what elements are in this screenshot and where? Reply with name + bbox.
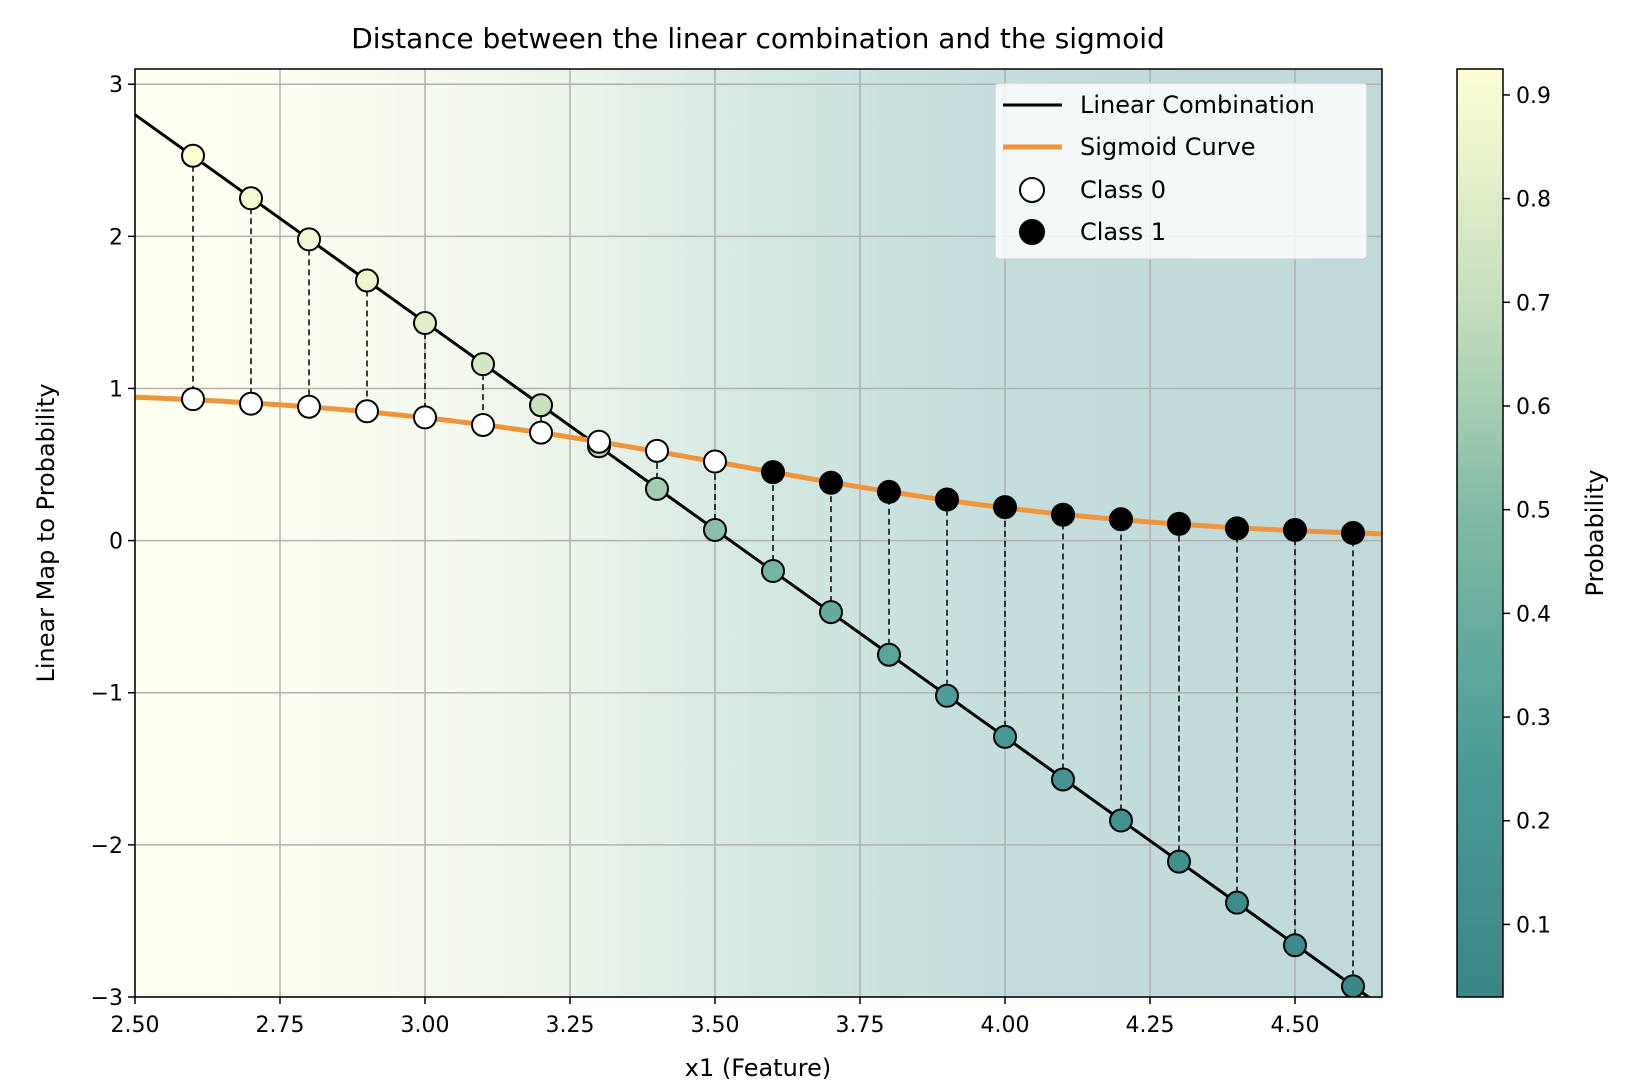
x-tick-label: 2.50 bbox=[111, 1013, 160, 1038]
colorbar-tick-label: 0.5 bbox=[1516, 499, 1551, 524]
linear-point bbox=[761, 559, 785, 584]
x-tick-label: 4.50 bbox=[1271, 1013, 1320, 1038]
class0-point bbox=[645, 438, 669, 463]
class0-point bbox=[355, 399, 379, 424]
legend-label-linear: Linear Combination bbox=[1080, 91, 1315, 119]
legend-label-class0: Class 0 bbox=[1080, 176, 1166, 204]
class1-point bbox=[993, 495, 1017, 520]
x-tick-label: 3.75 bbox=[836, 1013, 885, 1038]
x-tick-label: 4.25 bbox=[1126, 1013, 1175, 1038]
x-tick-label: 2.75 bbox=[256, 1013, 305, 1038]
class1-point bbox=[761, 460, 785, 485]
y-axis-label: Linear Map to Probability bbox=[32, 383, 60, 682]
class0-point bbox=[703, 449, 727, 474]
colorbar-tick-label: 0.1 bbox=[1516, 913, 1551, 938]
colorbar-tick-label: 0.7 bbox=[1516, 291, 1551, 316]
colorbar-tick-label: 0.3 bbox=[1516, 706, 1551, 731]
linear-point bbox=[1167, 849, 1191, 874]
plot-frame bbox=[134, 68, 1383, 998]
linear-point bbox=[355, 268, 379, 293]
y-tick-label: −1 bbox=[91, 682, 123, 707]
class1-point bbox=[935, 487, 959, 512]
y-axis: 3 2 1 0 −1 −2 −3 bbox=[91, 73, 135, 1011]
colorbar-tick-label: 0.8 bbox=[1516, 188, 1551, 213]
legend-box bbox=[994, 82, 1368, 260]
linear-point bbox=[1051, 767, 1075, 792]
class1-point bbox=[1051, 502, 1075, 527]
legend-class0-marker bbox=[1019, 177, 1045, 203]
class0-point bbox=[181, 387, 205, 412]
y-tick-label: 3 bbox=[109, 73, 123, 98]
x-tick-label: 3.00 bbox=[401, 1013, 450, 1038]
linear-point bbox=[1109, 808, 1133, 833]
colorbar-tick-label: 0.9 bbox=[1516, 84, 1551, 109]
x-axis-label: x1 (Feature) bbox=[685, 1054, 832, 1082]
class1-point bbox=[1341, 521, 1365, 545]
class1-point bbox=[1225, 516, 1249, 541]
class0-point bbox=[239, 391, 263, 416]
linear-point bbox=[239, 186, 263, 211]
colorbar-tick-label: 0.4 bbox=[1516, 602, 1551, 627]
linear-point bbox=[819, 600, 843, 625]
colorbar: 0.1 0.2 0.3 0.4 0.5 0.6 0.7 0.8 0.9 Probability bbox=[1456, 68, 1609, 998]
y-tick-label: 1 bbox=[109, 377, 123, 402]
linear-point bbox=[993, 724, 1017, 749]
class1-point bbox=[1167, 511, 1191, 536]
linear-point bbox=[181, 143, 205, 168]
y-tick-label: −3 bbox=[91, 986, 123, 1011]
linear-point bbox=[471, 352, 495, 377]
linear-point bbox=[297, 227, 321, 252]
class0-point bbox=[587, 429, 611, 454]
x-tick-label: 3.50 bbox=[691, 1013, 740, 1038]
y-tick-label: 2 bbox=[109, 225, 123, 250]
linear-point bbox=[1225, 890, 1249, 915]
linear-point bbox=[935, 683, 959, 708]
class1-point bbox=[819, 470, 843, 495]
legend-label-sigmoid: Sigmoid Curve bbox=[1080, 133, 1256, 161]
colorbar-label: Probability bbox=[1581, 470, 1609, 597]
class1-point bbox=[1283, 517, 1307, 542]
class0-point bbox=[297, 394, 321, 419]
class0-point bbox=[413, 405, 437, 430]
colorbar-gradient bbox=[1456, 68, 1504, 998]
linear-point bbox=[413, 311, 437, 336]
legend-class1-marker bbox=[1019, 219, 1045, 245]
colorbar-ticks: 0.1 0.2 0.3 0.4 0.5 0.6 0.7 0.8 0.9 bbox=[1503, 84, 1551, 938]
linear-point bbox=[877, 642, 901, 667]
linear-point bbox=[1283, 933, 1307, 958]
legend-label-class1: Class 1 bbox=[1080, 218, 1166, 246]
legend: Linear Combination Sigmoid Curve Class 0… bbox=[994, 82, 1368, 260]
x-tick-label: 4.00 bbox=[981, 1013, 1030, 1038]
class0-point bbox=[529, 420, 553, 445]
linear-point bbox=[645, 476, 669, 501]
linear-point bbox=[1341, 974, 1365, 997]
plot-layer bbox=[135, 113, 1382, 997]
linear-point bbox=[703, 517, 727, 542]
class0-point bbox=[471, 412, 495, 437]
class1-point bbox=[1109, 507, 1133, 532]
y-tick-label: −2 bbox=[91, 834, 123, 859]
y-tick-label: 0 bbox=[109, 530, 123, 555]
x-tick-label: 3.25 bbox=[546, 1013, 595, 1038]
colorbar-tick-label: 0.6 bbox=[1516, 395, 1551, 420]
x-axis: 2.50 2.75 3.00 3.25 3.50 3.75 4.00 4.25 4.50 bbox=[111, 997, 1320, 1038]
linear-point bbox=[529, 393, 553, 418]
chart-title: Distance between the linear combination … bbox=[351, 22, 1165, 55]
class1-point bbox=[877, 479, 901, 504]
colorbar-tick-label: 0.2 bbox=[1516, 810, 1551, 835]
